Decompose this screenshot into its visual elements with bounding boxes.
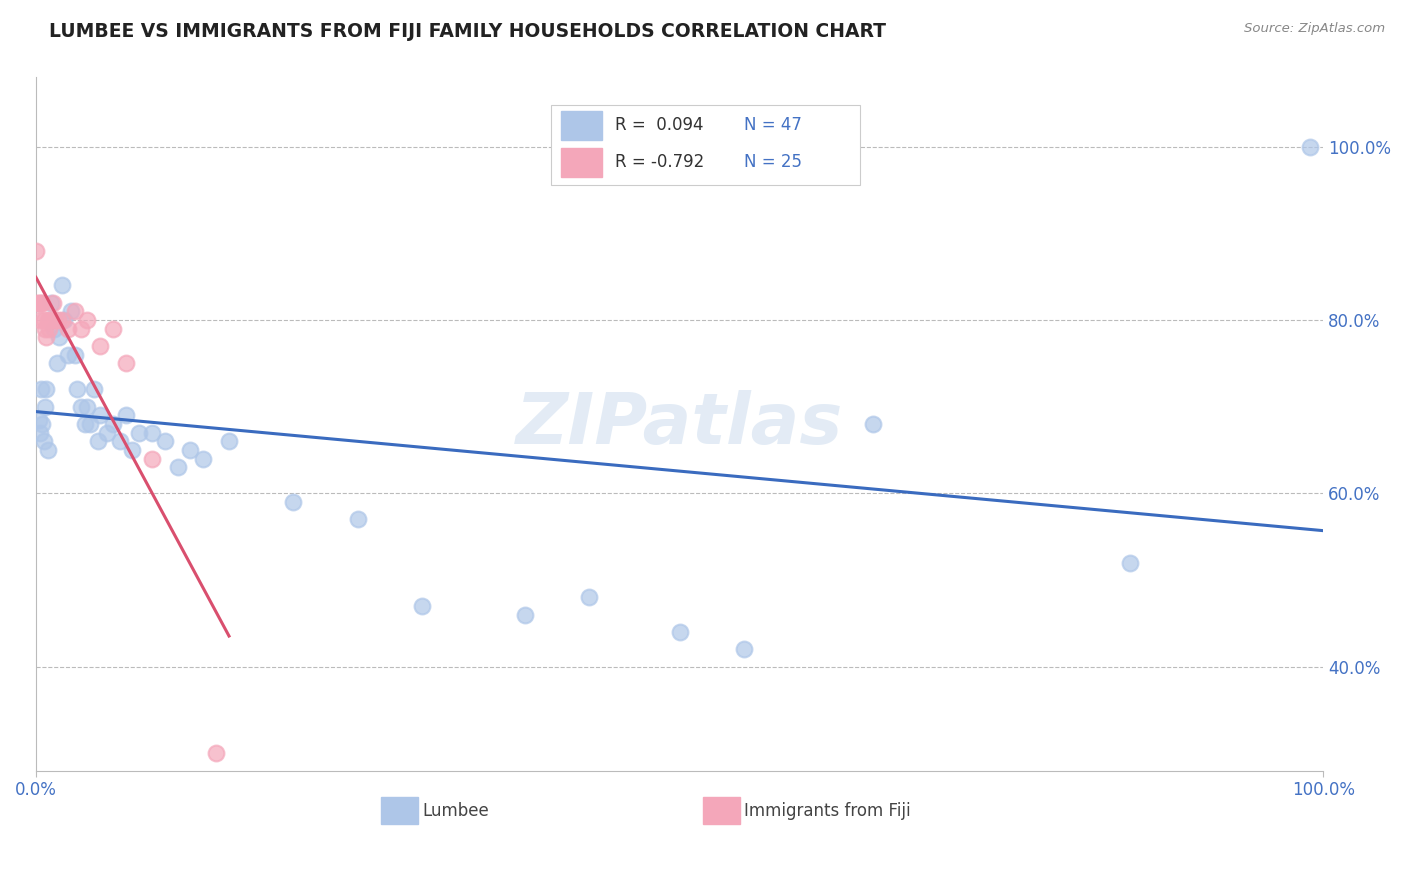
Point [70, 400, 93, 414]
Point [79, 417, 101, 431]
Point [89, 409, 111, 423]
Point [101, 322, 124, 336]
Point [34, 400, 56, 414]
Point [28, 425, 51, 440]
Point [59, 304, 82, 318]
Point [63, 348, 86, 362]
Point [578, 591, 600, 605]
Point [862, 417, 884, 431]
Point [28, 313, 51, 327]
Point [83, 383, 105, 397]
Point [283, 495, 305, 509]
Point [56, 348, 79, 362]
Point [41, 295, 63, 310]
FancyBboxPatch shape [381, 797, 418, 824]
Point [35, 330, 58, 344]
Point [35, 383, 58, 397]
Text: Lumbee: Lumbee [422, 802, 489, 820]
Point [166, 460, 188, 475]
Point [121, 442, 143, 457]
Point [34, 322, 56, 336]
Point [45, 356, 67, 370]
Point [101, 417, 124, 431]
Point [1119, 556, 1142, 570]
Point [76, 400, 98, 414]
Point [193, 451, 215, 466]
Point [108, 434, 131, 449]
Text: Immigrants from Fiji: Immigrants from Fiji [744, 802, 911, 820]
Point [141, 451, 163, 466]
Point [53, 313, 76, 327]
Text: R = -0.792: R = -0.792 [616, 153, 704, 171]
Point [44, 313, 66, 327]
Point [27, 412, 49, 426]
Point [179, 442, 201, 457]
Point [115, 409, 138, 423]
Point [38, 322, 60, 336]
Point [76, 313, 98, 327]
Point [51, 313, 73, 327]
Point [31, 417, 53, 431]
Text: N = 47: N = 47 [744, 117, 801, 135]
FancyBboxPatch shape [561, 111, 602, 140]
Text: ZIPatlas: ZIPatlas [516, 390, 844, 458]
Point [66, 383, 89, 397]
Point [39, 313, 62, 327]
Point [1299, 140, 1322, 154]
Point [37, 313, 59, 327]
Point [41, 295, 63, 310]
Point [89, 339, 111, 353]
Text: R =  0.094: R = 0.094 [616, 117, 703, 135]
Point [141, 425, 163, 440]
FancyBboxPatch shape [551, 105, 859, 185]
Point [32, 434, 55, 449]
Point [87, 434, 110, 449]
Point [96, 425, 118, 440]
Point [153, 434, 176, 449]
Text: Source: ZipAtlas.com: Source: ZipAtlas.com [1244, 22, 1385, 36]
Point [42, 322, 65, 336]
Point [218, 434, 240, 449]
FancyBboxPatch shape [561, 147, 602, 177]
Point [25, 295, 48, 310]
Point [32, 313, 55, 327]
Point [30, 295, 52, 310]
Point [513, 607, 536, 622]
Point [37, 442, 59, 457]
Point [63, 304, 86, 318]
Point [56, 322, 79, 336]
Point [51, 278, 73, 293]
Point [48, 330, 70, 344]
Point [128, 425, 150, 440]
Point [733, 642, 755, 657]
Point [46, 313, 69, 327]
Point [668, 624, 690, 639]
Point [30, 383, 52, 397]
FancyBboxPatch shape [703, 797, 740, 824]
Point [346, 512, 368, 526]
Point [27, 295, 49, 310]
Text: LUMBEE VS IMMIGRANTS FROM FIJI FAMILY HOUSEHOLDS CORRELATION CHART: LUMBEE VS IMMIGRANTS FROM FIJI FAMILY HO… [49, 22, 886, 41]
Point [25, 244, 48, 258]
Point [73, 417, 96, 431]
Point [115, 356, 138, 370]
Point [31, 295, 53, 310]
Point [411, 599, 433, 613]
Point [70, 322, 93, 336]
Point [205, 746, 228, 760]
Text: N = 25: N = 25 [744, 153, 801, 171]
